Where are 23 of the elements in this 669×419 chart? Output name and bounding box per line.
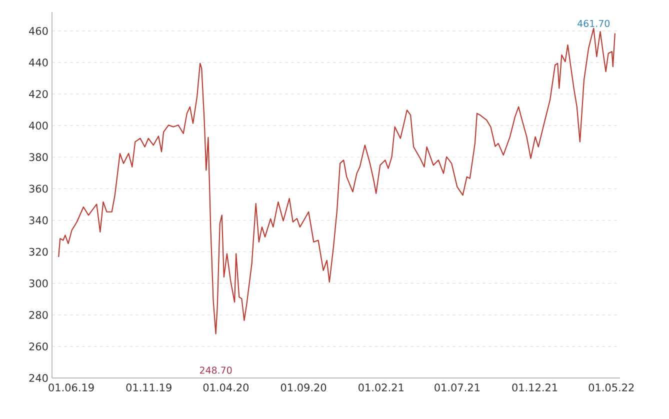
y-tick-label: 440 xyxy=(29,58,48,66)
y-tick-label: 340 xyxy=(29,216,48,224)
y-tick-label: 320 xyxy=(29,248,48,256)
y-tick-label: 400 xyxy=(29,122,48,130)
x-tick-label: 01.05.22 xyxy=(588,384,634,392)
line-series xyxy=(58,28,616,334)
x-tick-label: 01.04.20 xyxy=(203,384,249,392)
x-tick-label: 01.11.19 xyxy=(126,384,172,392)
y-tick-label: 280 xyxy=(29,310,48,319)
y-tick-label: 260 xyxy=(29,342,48,350)
x-tick-label: 01.09.20 xyxy=(280,384,326,392)
y-tick-label: 360 xyxy=(29,184,48,193)
x-tick-label: 01.02.21 xyxy=(358,384,404,392)
x-tick-label: 01.07.21 xyxy=(434,384,480,392)
x-tick-label: 01.12.21 xyxy=(512,384,558,392)
y-tick-label: 300 xyxy=(29,279,48,288)
y-tick-label: 240 xyxy=(29,374,48,382)
annotation: 248.70 xyxy=(200,366,232,374)
y-tick-label: 380 xyxy=(29,153,48,162)
y-tick-label: 460 xyxy=(29,26,48,35)
x-tick-label: 01.06.19 xyxy=(48,384,94,392)
annotation: 461.70 xyxy=(578,20,610,28)
y-tick-label: 420 xyxy=(29,90,48,98)
